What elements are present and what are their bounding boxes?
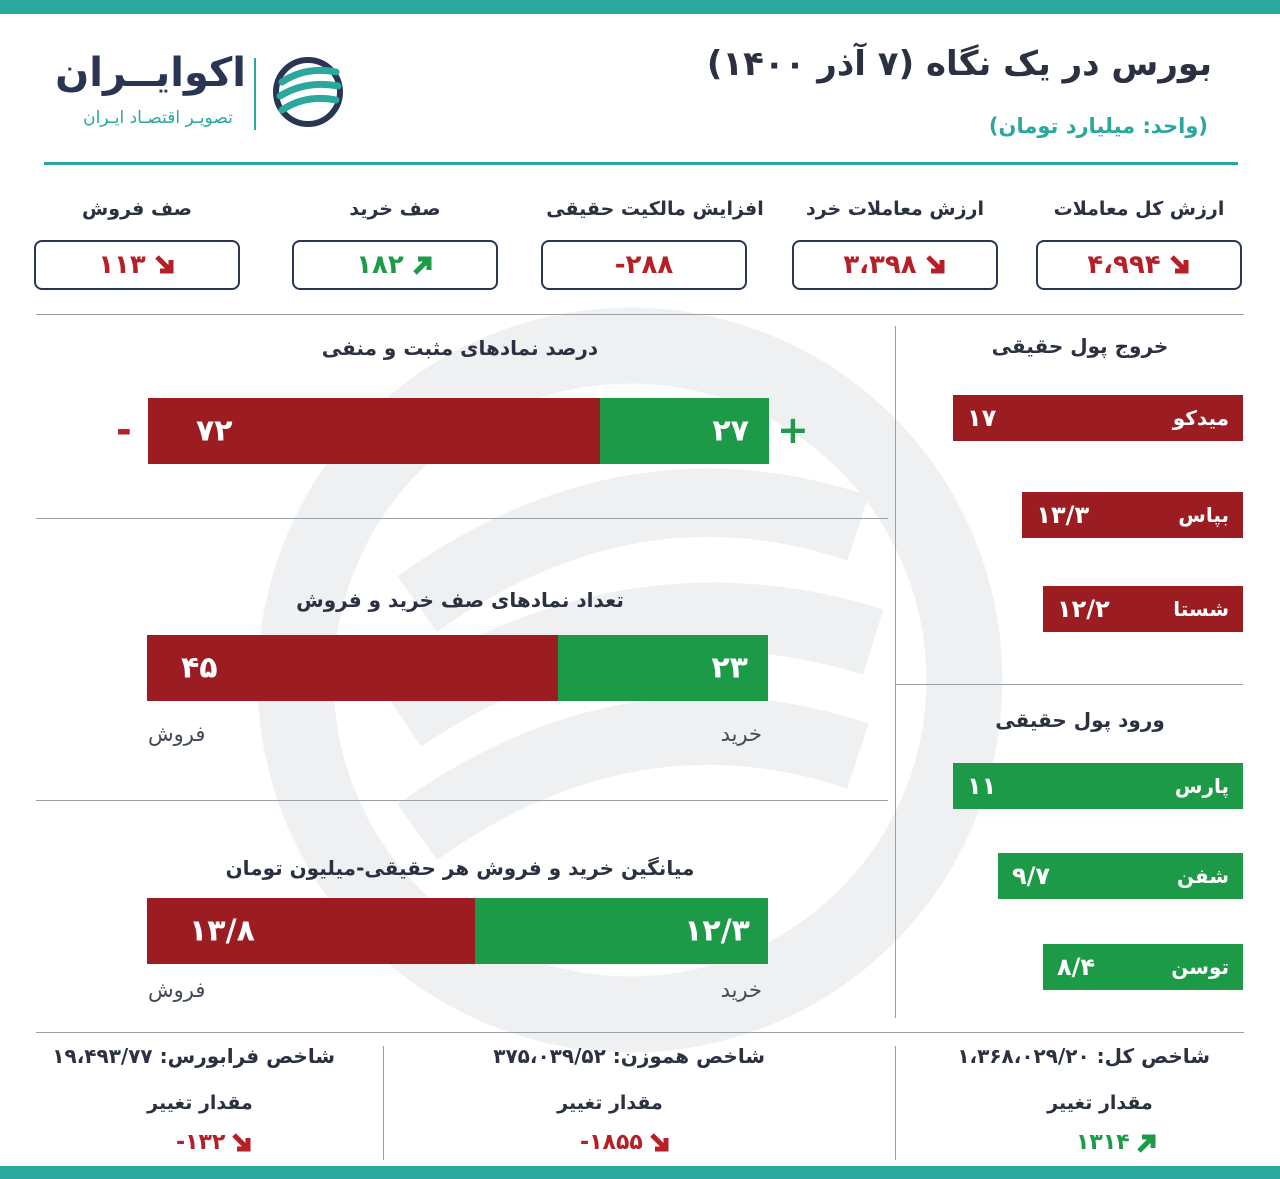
- page-title: بورس در یک نگاه (۷ آذر ۱۴۰۰): [706, 44, 1212, 84]
- index-farabourse-label: شاخص فرابورس: ۱۹،۴۹۳/۷۷: [52, 1044, 335, 1068]
- footer-divider: [895, 1046, 896, 1160]
- avg-buy-value: ۱۲/۳: [684, 913, 750, 949]
- symbol-name: بپاس: [1178, 503, 1229, 527]
- sell-queue-bar: ۴۵: [147, 635, 558, 701]
- index-total-change-label: مقدار تغییر: [1047, 1092, 1153, 1114]
- avg-trade-bar: ۱۳/۸ ۱۲/۳: [147, 898, 768, 964]
- logo-tagline: تصویـر اقتصـاد ایـران: [83, 108, 233, 128]
- buy-queue-bar: ۲۳: [557, 635, 768, 701]
- stat-label-total-value: ارزش کل معاملات: [1053, 198, 1225, 220]
- arrow-down-icon: [155, 255, 174, 274]
- index-equal-weight-change: -۱۸۵۵: [580, 1130, 671, 1155]
- minus-sign: -: [116, 408, 132, 452]
- inflow-bar-shafan: شفن ۹/۷: [998, 853, 1243, 899]
- section-divider: [36, 800, 888, 801]
- stat-value: ۱۱۳: [98, 250, 146, 280]
- positive-value: ۲۷: [712, 413, 749, 449]
- outflow-bar-bpas: بپاس ۱۳/۳: [1022, 492, 1243, 538]
- ecoiran-logo-icon: [273, 57, 343, 127]
- outflow-title: خروج پول حقیقی: [991, 334, 1169, 358]
- avg-sell-bar: ۱۳/۸: [147, 898, 476, 964]
- stat-value: -۲۸۸: [614, 250, 674, 280]
- symbol-name: پارس: [1174, 774, 1229, 798]
- index-farabourse-change: -۱۳۲: [176, 1130, 253, 1155]
- stat-label-retail-value: ارزش معاملات خرد: [805, 198, 984, 220]
- symbol-value: ۹/۷: [1012, 862, 1051, 890]
- buy-queue-value: ۲۳: [711, 650, 748, 686]
- inflow-title: ورود پول حقیقی: [995, 708, 1165, 732]
- stat-value: ۳،۳۹۸: [843, 250, 917, 280]
- index-farabourse-change-label: مقدار تغییر: [147, 1092, 253, 1114]
- outflow-bar-shasta: شستا ۱۲/۲: [1043, 586, 1243, 632]
- symbols-pct-title: درصد نمادهای مثبت و منفی: [321, 336, 599, 360]
- header-separator: [44, 162, 1238, 165]
- change-value: -۱۳۲: [176, 1130, 226, 1155]
- stat-card-total-value: ۴،۹۹۴: [1036, 240, 1242, 290]
- symbol-name: شفن: [1176, 864, 1229, 888]
- plus-sign: +: [777, 408, 809, 452]
- inflow-bar-tosan: توسن ۸/۴: [1043, 944, 1243, 990]
- symbol-name: شستا: [1173, 597, 1229, 621]
- section-divider: [36, 1032, 1244, 1033]
- stat-label-ownership: افزایش مالکیت حقیقی: [546, 198, 764, 220]
- symbol-name: توسن: [1171, 955, 1229, 979]
- outflow-bar-midco: میدکو ۱۷: [953, 395, 1243, 441]
- index-total-label: شاخص کل: ۱،۳۶۸،۰۲۹/۲۰: [957, 1044, 1210, 1068]
- sell-label: فروش: [148, 978, 206, 1002]
- positive-bar: ۲۷: [599, 398, 769, 464]
- sell-queue-value: ۴۵: [181, 650, 218, 686]
- footer-divider: [383, 1046, 384, 1160]
- symbol-value: ۸/۴: [1057, 953, 1096, 981]
- change-value: ۱۳۱۴: [1076, 1130, 1130, 1155]
- unit-note: (واحد: میلیارد تومان): [988, 114, 1208, 138]
- arrow-up-icon: [413, 256, 432, 275]
- avg-sell-value: ۱۳/۸: [189, 913, 255, 949]
- section-divider: [36, 314, 1244, 315]
- column-divider: [895, 326, 896, 1018]
- buy-label: خرید: [720, 978, 762, 1002]
- buy-label: خرید: [720, 722, 762, 746]
- negative-bar: ۷۲: [148, 398, 600, 464]
- arrow-down-icon: [232, 1132, 251, 1151]
- logo-divider: [254, 58, 256, 130]
- section-divider: [36, 518, 888, 519]
- arrow-up-icon: [1136, 1134, 1156, 1153]
- arrow-down-icon: [1169, 255, 1189, 274]
- stat-label-sell-queue: صف فروش: [82, 198, 192, 220]
- stat-label-buy-queue: صف خرید: [349, 198, 441, 220]
- arrow-down-icon: [650, 1132, 669, 1151]
- queues-title: تعداد نمادهای صف خرید و فروش: [296, 588, 624, 612]
- stat-card-retail-value: ۳،۳۹۸: [792, 240, 998, 290]
- stat-card-ownership: -۲۸۸: [541, 240, 747, 290]
- symbol-name: میدکو: [1172, 406, 1229, 430]
- symbol-value: ۱۲/۲: [1057, 595, 1110, 623]
- arrow-down-icon: [925, 255, 945, 274]
- stat-value: ۴،۹۹۴: [1087, 250, 1161, 280]
- section-divider: [895, 684, 1243, 685]
- top-frame-stripe: [0, 0, 1280, 14]
- queues-bar: ۴۵ ۲۳: [147, 635, 768, 701]
- negative-value: ۷۲: [196, 413, 233, 449]
- symbol-value: ۱۳/۳: [1036, 501, 1090, 529]
- index-equal-weight-change-label: مقدار تغییر: [557, 1092, 663, 1114]
- logo-name: اکوایــران: [55, 50, 246, 96]
- stat-value: ۱۸۲: [356, 250, 404, 280]
- stat-card-buy-queue: ۱۸۲: [292, 240, 498, 290]
- stat-card-sell-queue: ۱۱۳: [34, 240, 240, 290]
- index-total-change: ۱۳۱۴: [1076, 1130, 1158, 1155]
- sell-label: فروش: [148, 722, 206, 746]
- change-value: -۱۸۵۵: [580, 1130, 643, 1155]
- symbol-value: ۱۱: [967, 772, 997, 800]
- bottom-frame-stripe: [0, 1166, 1280, 1179]
- avg-trade-title: میانگین خرید و فروش هر حقیقی-میلیون توما…: [225, 856, 695, 880]
- avg-buy-bar: ۱۲/۳: [475, 898, 768, 964]
- index-equal-weight-label: شاخص هموزن: ۳۷۵،۰۳۹/۵۲: [493, 1044, 765, 1068]
- inflow-bar-pars: پارس ۱۱: [953, 763, 1243, 809]
- symbols-pct-bar: ۷۲ ۲۷: [148, 398, 769, 464]
- symbol-value: ۱۷: [967, 404, 997, 432]
